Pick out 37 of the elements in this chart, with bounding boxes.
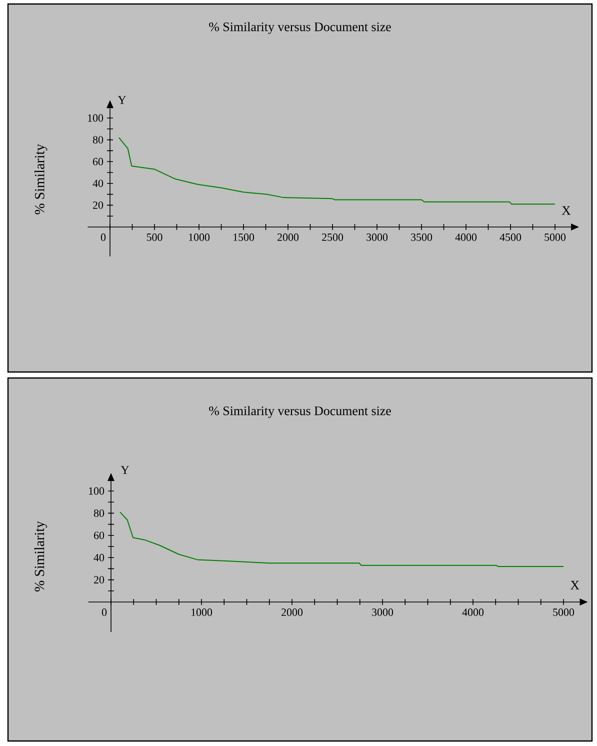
x-tick-label: 1000 — [192, 608, 212, 616]
y-tick-label: 20 — [94, 576, 104, 584]
x-tick-label: 3000 — [366, 234, 388, 241]
x-tick-label: 1500 — [234, 234, 254, 241]
x-tick-label: 500 — [146, 234, 162, 241]
y-tick-label: 80 — [94, 510, 104, 517]
x-tick-label: 0 — [100, 234, 106, 241]
x-tick-label: 4000 — [455, 234, 477, 241]
y-tick-label: 40 — [94, 554, 104, 562]
x-tick-label: 5000 — [544, 234, 566, 241]
x-tick-label: 0 — [102, 608, 107, 616]
x-tick-label: 2500 — [322, 234, 344, 241]
x-tick-label: 1000 — [189, 234, 210, 241]
text: Y — [118, 96, 126, 104]
y-tick-label: 20 — [93, 202, 104, 209]
x-axis-title: X — [562, 206, 571, 215]
chart-title: % Similarity versus Document size — [209, 22, 391, 34]
chart-title: % Similarity versus Document size — [209, 406, 391, 418]
x-tick-label: 3500 — [411, 234, 432, 241]
y-tick-label: 60 — [94, 532, 104, 540]
x-tick-label: 4000 — [462, 608, 484, 616]
line-series — [118, 137, 556, 205]
x-tick-label: 3000 — [372, 608, 394, 616]
text: Y — [120, 466, 130, 474]
x-tick-label: 4500 — [500, 234, 522, 241]
y-tick-label: 100 — [88, 114, 104, 122]
x-tick-label: 2000 — [278, 234, 299, 241]
y-tick-label: 80 — [92, 136, 104, 144]
y-tick-label: 100 — [89, 487, 104, 495]
x-tick-label: 5000 — [553, 608, 574, 616]
line-series — [120, 512, 564, 567]
y-axis-title: % Similarity — [34, 521, 48, 592]
x-tick-label: 2000 — [282, 608, 303, 616]
y-tick-label: 40 — [92, 180, 104, 188]
x-axis-title: X — [570, 580, 580, 590]
y-axis-title: % Similarity — [34, 144, 48, 214]
y-tick-label: 60 — [92, 158, 104, 166]
